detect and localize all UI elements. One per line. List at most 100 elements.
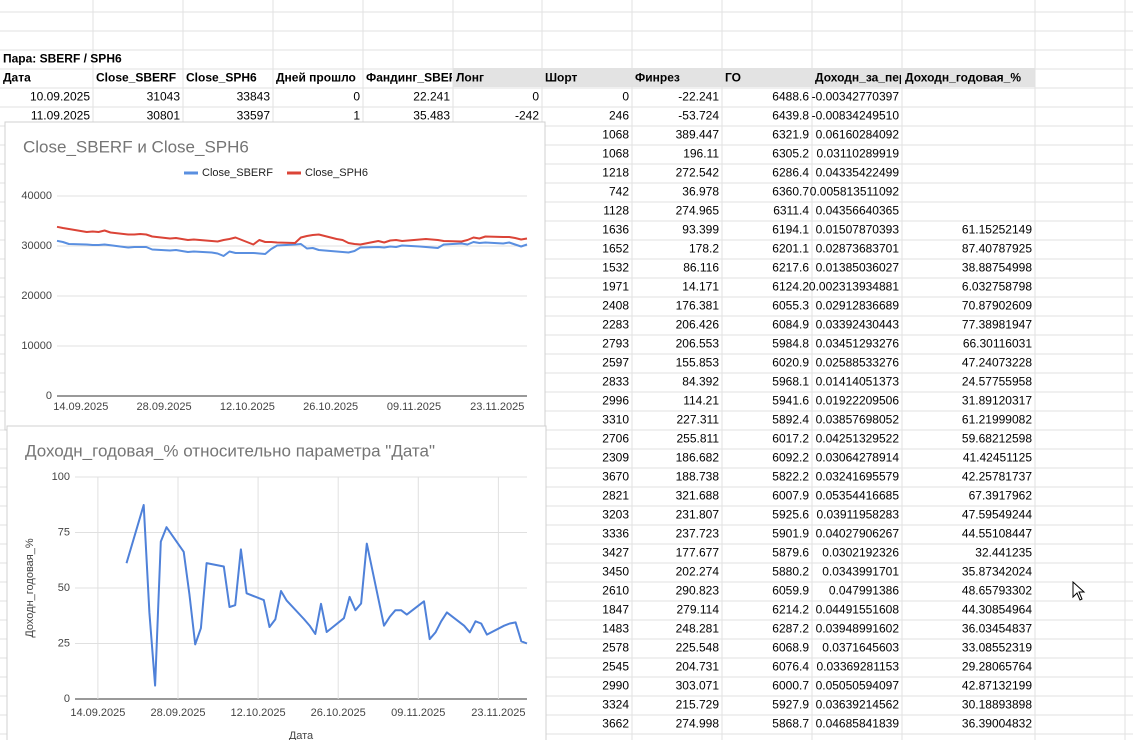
cell: 0.0343991701 — [822, 565, 899, 579]
cell: 33843 — [237, 90, 271, 104]
column-header: Лонг — [456, 71, 484, 85]
cell: 61.15252149 — [962, 223, 1032, 237]
cell: 196.11 — [683, 147, 719, 161]
cell: 0.04251329522 — [816, 432, 900, 446]
x-tick-label: 23.11.2025 — [471, 707, 525, 719]
cell: 11.09.2025 — [31, 109, 90, 123]
cell: 155.853 — [676, 356, 720, 370]
cell: 77.38981947 — [962, 318, 1032, 332]
cell: 6084.9 — [772, 318, 809, 332]
cell: 389.447 — [676, 128, 720, 142]
y-tick-label: 50 — [58, 582, 70, 594]
cell: 206.553 — [676, 337, 720, 351]
cell: 2996 — [602, 394, 629, 408]
chart-box — [6, 425, 547, 740]
chart-title: Доходн_годовая_% относительно параметра … — [25, 441, 435, 460]
cell: 0.01507870393 — [816, 223, 900, 237]
cell: 2578 — [602, 641, 629, 655]
cell: 3203 — [602, 508, 629, 522]
cell: 47.24073228 — [962, 356, 1032, 370]
cell: 0.03241695579 — [816, 470, 900, 484]
cell: 2821 — [602, 489, 629, 503]
cell: 5822.2 — [772, 470, 809, 484]
cell: 0.05354416685 — [816, 489, 900, 503]
cell: 6311.4 — [773, 204, 809, 218]
cell: 3662 — [602, 717, 629, 731]
cell: 0.03857698052 — [816, 413, 900, 427]
x-tick-label: 09.11.2025 — [391, 707, 445, 719]
cell: 0.03639214562 — [816, 698, 900, 712]
cell: 38.88754998 — [962, 261, 1032, 275]
cell: 248.281 — [676, 622, 720, 636]
cell: 0.03064278914 — [816, 451, 900, 465]
cell: 70.87902609 — [962, 299, 1032, 313]
y-axis-label: Доходн_годовая_% — [24, 538, 36, 638]
legend-label: Close_SPH6 — [305, 167, 368, 179]
cell: 237.723 — [676, 527, 720, 541]
cell: -0.00342770397 — [812, 90, 900, 104]
x-tick-label: 12.10.2025 — [231, 707, 286, 719]
cell: 188.738 — [676, 470, 720, 484]
cell: 1068 — [602, 128, 629, 142]
y-tick-label: 0 — [64, 693, 70, 705]
y-tick-label: 30000 — [21, 240, 52, 252]
cell: 0.03451293276 — [816, 337, 900, 351]
series-line — [56, 225, 528, 246]
cell: 66.30116031 — [963, 337, 1033, 351]
column-header: Шорт — [545, 71, 578, 85]
cell: 33597 — [237, 109, 271, 123]
cell: 31043 — [147, 90, 181, 104]
cell: 41.42451125 — [963, 451, 1033, 465]
chart-title: Close_SBERF и Close_SPH6 — [23, 137, 249, 156]
cell: 1847 — [602, 603, 629, 617]
y-tick-label: 100 — [52, 471, 70, 483]
cell: -242 — [515, 109, 539, 123]
cell: 2597 — [602, 356, 629, 370]
cell: 1652 — [602, 242, 629, 256]
cell: 0.03369281153 — [816, 660, 899, 674]
cell: 321.688 — [676, 489, 720, 503]
cell: 6214.2 — [772, 603, 809, 617]
cell: 0.002313934881 — [809, 280, 899, 294]
cell: 6007.9 — [772, 489, 809, 503]
cell: 0.0302192326 — [822, 546, 899, 560]
cell: 272.542 — [676, 166, 720, 180]
cell: 176.381 — [676, 299, 720, 313]
cell: 48.65793302 — [962, 584, 1032, 598]
cell: 0.04335422499 — [816, 166, 900, 180]
header-band — [453, 68, 1035, 87]
cell: 6000.7 — [772, 679, 809, 693]
cell: 35.483 — [413, 109, 450, 123]
sheet-title: Пара: SBERF / SPH6 — [3, 52, 122, 66]
y-tick-label: 20000 — [21, 290, 52, 302]
cell: 6287.2 — [772, 622, 809, 636]
cell: 84.392 — [682, 375, 719, 389]
legend-label: Close_SBERF — [202, 167, 273, 179]
cell: 6055.3 — [772, 299, 809, 313]
x-tick-label: 28.09.2025 — [150, 707, 205, 719]
cell: 303.071 — [676, 679, 720, 693]
y-tick-label: 40000 — [21, 190, 52, 202]
cell: 61.21999082 — [962, 413, 1032, 427]
cell: 279.114 — [677, 603, 720, 617]
x-tick-label: 26.10.2025 — [303, 401, 358, 413]
cell: 87.40787925 — [962, 242, 1032, 256]
cell: 31.89120317 — [962, 394, 1032, 408]
cell: 1971 — [602, 280, 629, 294]
cell: 0.01922209506 — [816, 394, 900, 408]
cell: 0.01385036027 — [816, 261, 900, 275]
cell: 0.005813511092 — [810, 185, 900, 199]
cell: 1128 — [603, 204, 629, 218]
cell: 1636 — [602, 223, 629, 237]
cell: 1483 — [602, 622, 629, 636]
cell: 6305.2 — [772, 147, 809, 161]
cell: 59.68212598 — [962, 432, 1032, 446]
column-header: ГО — [725, 71, 741, 85]
cell: 202.274 — [676, 565, 720, 579]
cell: 5879.6 — [772, 546, 809, 560]
cell: 33.08552319 — [962, 641, 1032, 655]
x-axis-label: Дата — [289, 730, 314, 740]
cell: 6488.6 — [772, 90, 809, 104]
mouse-cursor — [1072, 581, 1086, 601]
